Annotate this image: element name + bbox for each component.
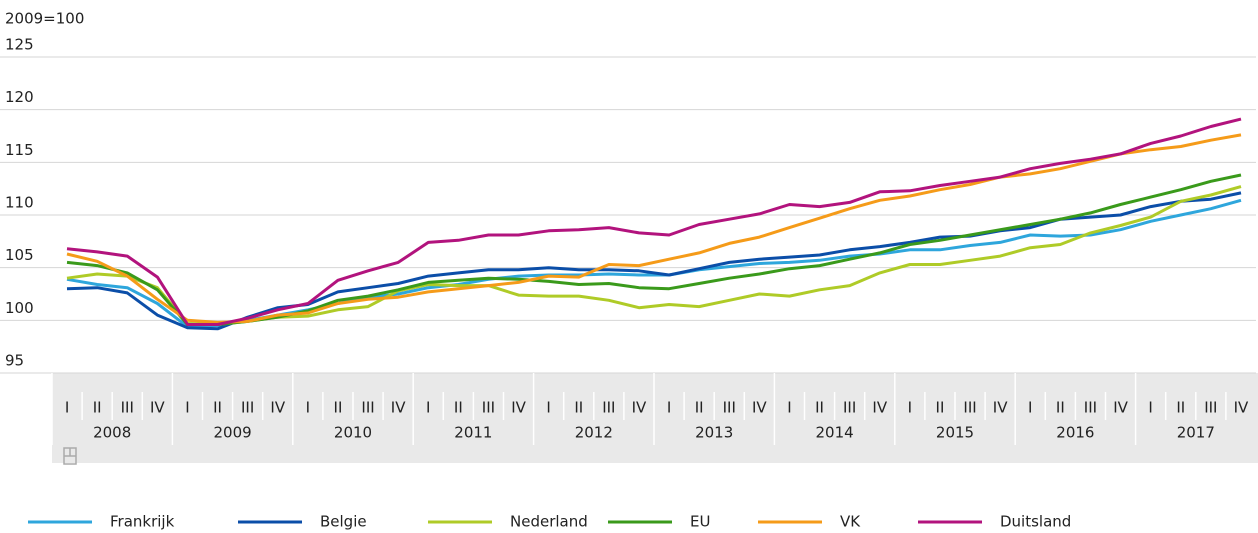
x-tick-label: III [1204, 399, 1217, 417]
x-group-label: 2008 [93, 424, 131, 442]
x-group-label: 2009 [214, 424, 252, 442]
x-group-label: 2014 [816, 424, 854, 442]
x-tick-label: III [843, 399, 856, 417]
legend-label: Frankrijk [110, 513, 175, 531]
y-tick-label: 115 [5, 141, 34, 159]
y-tick-label: 105 [5, 246, 34, 264]
series-line [66, 191, 1242, 331]
x-tick-label: IV [632, 399, 647, 417]
x-group-label: 2010 [334, 424, 372, 442]
x-tick-label: I [306, 399, 310, 417]
legend-label: EU [690, 513, 710, 531]
x-tick-label: II [695, 399, 704, 417]
x-tick-label: III [723, 399, 736, 417]
y-axis-label: 2009=100 [5, 10, 84, 28]
x-tick-label: II [93, 399, 102, 417]
x-tick-label: IV [752, 399, 767, 417]
x-tick-label: II [936, 399, 945, 417]
legend-label: Duitsland [1000, 513, 1071, 531]
x-tick-label: II [815, 399, 824, 417]
x-tick-label: I [1028, 399, 1032, 417]
x-tick-label: III [361, 399, 374, 417]
x-tick-label: III [482, 399, 495, 417]
x-tick-label: IV [391, 399, 406, 417]
x-tick-label: III [1084, 399, 1097, 417]
x-tick-label: II [334, 399, 343, 417]
x-tick-label: I [546, 399, 550, 417]
x-tick-label: II [1056, 399, 1065, 417]
x-tick-label: II [1176, 399, 1185, 417]
y-tick-label: 125 [5, 36, 34, 54]
series-line [66, 133, 1242, 324]
x-tick-label: IV [1113, 399, 1128, 417]
y-tick-label: 120 [5, 88, 34, 106]
x-tick-label: III [241, 399, 254, 417]
x-tick-label: II [213, 399, 222, 417]
x-tick-label: IV [1234, 399, 1249, 417]
legend-label: Belgie [320, 513, 367, 531]
series-line [66, 117, 1242, 326]
x-group-label: 2011 [454, 424, 492, 442]
x-group-label: 2016 [1056, 424, 1094, 442]
x-tick-label: I [667, 399, 671, 417]
x-tick-label: I [1148, 399, 1152, 417]
x-group-label: 2015 [936, 424, 974, 442]
legend-label: VK [840, 513, 861, 531]
x-tick-label: III [121, 399, 134, 417]
x-group-label: 2012 [575, 424, 613, 442]
x-tick-label: III [963, 399, 976, 417]
x-group-label: 2013 [695, 424, 733, 442]
y-tick-label: 100 [5, 299, 34, 317]
series-line [66, 173, 1242, 326]
x-tick-label: II [574, 399, 583, 417]
x-tick-label: II [454, 399, 463, 417]
x-tick-label: IV [270, 399, 285, 417]
x-tick-label: I [65, 399, 69, 417]
legend-label: Nederland [510, 513, 588, 531]
x-tick-label: I [787, 399, 791, 417]
y-tick-label: 95 [5, 352, 24, 370]
y-tick-label: 110 [5, 194, 34, 212]
x-tick-label: IV [150, 399, 165, 417]
x-tick-label: IV [993, 399, 1008, 417]
series-line [66, 185, 1242, 326]
x-tick-label: III [602, 399, 615, 417]
x-axis-band [52, 373, 1258, 463]
x-group-label: 2017 [1177, 424, 1215, 442]
x-tick-label: IV [511, 399, 526, 417]
logo [63, 447, 77, 465]
x-tick-label: I [426, 399, 430, 417]
x-tick-label: IV [872, 399, 887, 417]
x-tick-label: I [908, 399, 912, 417]
x-tick-label: I [185, 399, 189, 417]
